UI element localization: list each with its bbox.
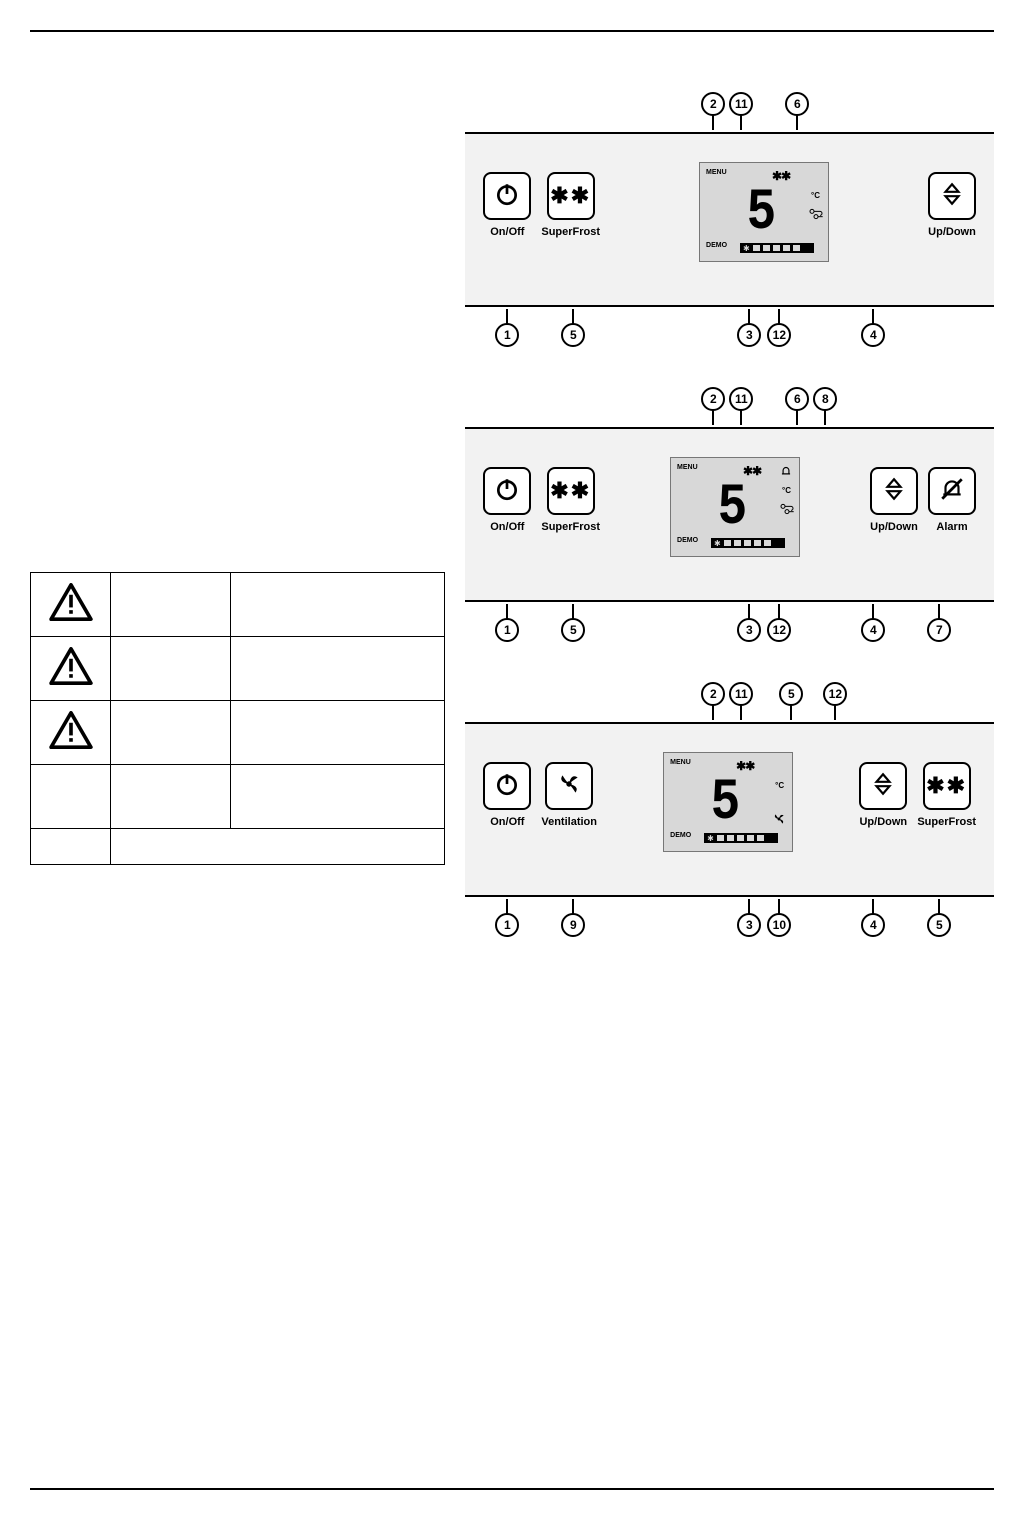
callout-3: 3 (737, 913, 761, 937)
callout-12: 12 (767, 618, 791, 642)
superfrost-button[interactable]: ✱✱ (547, 467, 595, 515)
onoff-button[interactable] (483, 172, 531, 220)
lcd-degc-label: °C (775, 781, 784, 790)
control-panel: On/Off ✱✱ SuperFrost MENU DEMO ✱✱ °C 5 ✱… (465, 132, 994, 307)
updown-button[interactable] (870, 467, 918, 515)
callout-4: 4 (861, 913, 885, 937)
lcd-demo-label: DEMO (677, 537, 698, 544)
power-icon (494, 771, 520, 802)
callout-1: 1 (495, 323, 519, 347)
button-label: SuperFrost (917, 816, 976, 828)
lcd-degc-label: °C (811, 191, 820, 200)
button-label: SuperFrost (541, 521, 600, 533)
lcd-display: MENU DEMO ✱✱ °C 5 ✱ (663, 752, 793, 852)
lcd-menu-label: MENU (670, 759, 691, 766)
callout-2: 2 (701, 682, 725, 706)
callout-8: 8 (813, 387, 837, 411)
alarm-icon (939, 476, 965, 507)
panel-c: 211 5 12 On/Off Ventilation MENU DEMO ✱✱ °… (465, 682, 994, 937)
callout-1: 1 (495, 618, 519, 642)
callout-1: 1 (495, 913, 519, 937)
lcd-bell-icon (779, 464, 793, 483)
lcd-display: MENU DEMO ✱✱ °C 5 ✱ (670, 457, 800, 557)
callout-12: 12 (767, 323, 791, 347)
lcd-temperature-digit: 5 (711, 775, 741, 833)
onoff-button[interactable] (483, 467, 531, 515)
button-label: SuperFrost (541, 226, 600, 238)
lcd-bar: ✱ (711, 538, 785, 548)
callout-2: 2 (701, 92, 725, 116)
alarm-button[interactable] (928, 467, 976, 515)
callout-10: 10 (767, 913, 791, 937)
button-label: Ventilation (541, 816, 597, 828)
lcd-bar: ✱ (740, 243, 814, 253)
lcd-degc-label: °C (782, 486, 791, 495)
panel-a: 211 6 On/Off ✱✱ SuperFrost MENU DEMO ✱✱ °… (465, 92, 994, 347)
lcd-cool-icon (808, 204, 822, 229)
control-panel: On/Off Ventilation MENU DEMO ✱✱ °C 5 ✱ U… (465, 722, 994, 897)
button-label: On/Off (490, 816, 524, 828)
callout-7: 7 (927, 618, 951, 642)
callout-5: 5 (561, 618, 585, 642)
callout-4: 4 (861, 618, 885, 642)
lcd-display: MENU DEMO ✱✱ °C 5 ✱ (699, 162, 829, 262)
superfrost-button[interactable]: ✱✱ (547, 172, 595, 220)
onoff-button[interactable] (483, 762, 531, 810)
warning-icon (49, 647, 93, 685)
lcd-demo-label: DEMO (670, 832, 691, 839)
ventilation-button[interactable] (545, 762, 593, 810)
callout-12: 12 (823, 682, 847, 706)
callout-9: 9 (561, 913, 585, 937)
superfrost-button[interactable]: ✱✱ (923, 762, 971, 810)
updown-button[interactable] (859, 762, 907, 810)
button-label: Up/Down (859, 816, 907, 828)
callout-2: 2 (701, 387, 725, 411)
updown-icon (881, 476, 907, 507)
frost-icon: ✱✱ (550, 183, 591, 209)
lcd-fan-icon (772, 812, 786, 831)
updown-icon (939, 181, 965, 212)
button-label: Up/Down (870, 521, 918, 533)
lcd-bar: ✱ (704, 833, 778, 843)
frost-icon: ✱✱ (926, 773, 967, 799)
callout-5: 5 (561, 323, 585, 347)
fan-icon (556, 771, 582, 802)
callout-5: 5 (927, 913, 951, 937)
warning-icon (49, 711, 93, 749)
callout-11: 11 (729, 682, 753, 706)
callout-6: 6 (785, 387, 809, 411)
lcd-cool-icon (779, 499, 793, 524)
button-label: On/Off (490, 521, 524, 533)
updown-icon (870, 771, 896, 802)
callout-5: 5 (779, 682, 803, 706)
button-label: Alarm (936, 521, 967, 533)
callout-4: 4 (861, 323, 885, 347)
updown-button[interactable] (928, 172, 976, 220)
hazard-table (30, 572, 445, 865)
callout-6: 6 (785, 92, 809, 116)
callout-3: 3 (737, 618, 761, 642)
callout-11: 11 (729, 387, 753, 411)
callout-11: 11 (729, 92, 753, 116)
lcd-temperature-digit: 5 (747, 185, 777, 243)
callout-3: 3 (737, 323, 761, 347)
frost-icon: ✱✱ (550, 478, 591, 504)
button-label: Up/Down (928, 226, 976, 238)
power-icon (494, 476, 520, 507)
panel-b: 211 68 On/Off ✱✱ SuperFrost MENU DEMO ✱✱ … (465, 387, 994, 642)
warning-icon (49, 583, 93, 621)
button-label: On/Off (490, 226, 524, 238)
lcd-menu-label: MENU (706, 169, 727, 176)
lcd-temperature-digit: 5 (718, 480, 748, 538)
power-icon (494, 181, 520, 212)
lcd-demo-label: DEMO (706, 242, 727, 249)
control-panel: On/Off ✱✱ SuperFrost MENU DEMO ✱✱ °C 5 ✱… (465, 427, 994, 602)
lcd-menu-label: MENU (677, 464, 698, 471)
